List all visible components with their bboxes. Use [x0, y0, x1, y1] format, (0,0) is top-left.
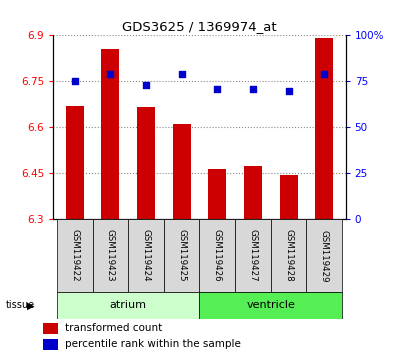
Text: GSM119429: GSM119429	[320, 229, 329, 282]
Point	[107, 71, 113, 77]
Bar	[43, 338, 58, 350]
Text: atrium: atrium	[110, 300, 147, 310]
Bar	[235, 219, 271, 292]
Text: transformed count: transformed count	[65, 323, 162, 333]
Text: tissue: tissue	[6, 300, 35, 310]
Bar	[307, 219, 342, 292]
Bar	[280, 175, 297, 219]
Point	[214, 86, 220, 92]
Bar	[164, 219, 199, 292]
Bar	[209, 170, 226, 219]
Bar	[315, 39, 333, 219]
Point	[143, 82, 149, 88]
Bar	[92, 219, 128, 292]
Bar	[43, 322, 58, 334]
Point	[71, 79, 78, 84]
Point	[179, 71, 185, 77]
Text: ▶: ▶	[27, 301, 34, 311]
Bar	[128, 219, 164, 292]
Text: GSM119425: GSM119425	[177, 229, 186, 282]
Title: GDS3625 / 1369974_at: GDS3625 / 1369974_at	[122, 20, 277, 33]
Bar	[102, 49, 119, 219]
Text: GSM119428: GSM119428	[284, 229, 293, 282]
Bar	[66, 106, 84, 219]
Text: GSM119427: GSM119427	[248, 229, 258, 282]
Bar	[137, 108, 155, 219]
Point	[321, 71, 327, 77]
Bar	[244, 166, 262, 219]
Text: GSM119423: GSM119423	[106, 229, 115, 282]
Point	[250, 86, 256, 92]
Bar	[199, 219, 235, 292]
Bar	[173, 124, 190, 219]
Bar	[199, 292, 342, 319]
Text: GSM119426: GSM119426	[213, 229, 222, 282]
Bar	[271, 219, 307, 292]
Text: percentile rank within the sample: percentile rank within the sample	[65, 339, 241, 349]
Text: GSM119424: GSM119424	[141, 229, 150, 282]
Point	[286, 88, 292, 93]
Text: GSM119422: GSM119422	[70, 229, 79, 282]
Text: ventricle: ventricle	[246, 300, 295, 310]
Bar	[57, 292, 199, 319]
Bar	[57, 219, 92, 292]
